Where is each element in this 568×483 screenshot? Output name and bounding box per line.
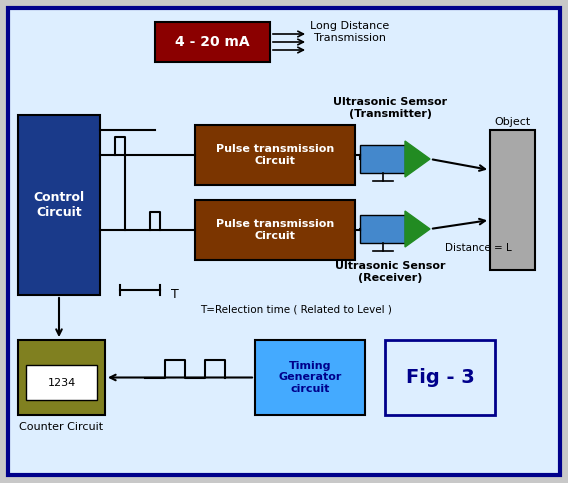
Text: Ultrasonic Semsor
(Transmitter): Ultrasonic Semsor (Transmitter) [333, 97, 447, 119]
Text: Pulse transmission
Circuit: Pulse transmission Circuit [216, 219, 334, 241]
Bar [255, 340, 365, 415]
Text: Counter Circuit: Counter Circuit [19, 422, 103, 432]
Text: 4 - 20 mA: 4 - 20 mA [175, 35, 250, 49]
Text: T=Relection time ( Related to Level ): T=Relection time ( Related to Level ) [200, 305, 392, 315]
Bar [490, 130, 535, 270]
Text: Pulse transmission
Circuit: Pulse transmission Circuit [216, 144, 334, 166]
Text: Fig - 3: Fig - 3 [406, 368, 474, 387]
Bar [385, 340, 495, 415]
Bar [360, 145, 405, 173]
Bar [26, 365, 97, 400]
Bar [195, 200, 355, 260]
Bar [155, 22, 270, 62]
Text: Object: Object [494, 117, 531, 127]
Text: Control
Circuit: Control Circuit [34, 191, 85, 219]
Text: Distance = L: Distance = L [445, 243, 512, 253]
Bar [18, 340, 105, 415]
Polygon shape [405, 211, 430, 247]
Polygon shape [405, 141, 430, 177]
Text: Timing
Generator
circuit: Timing Generator circuit [278, 361, 342, 394]
Text: Long Distance
Transmission: Long Distance Transmission [310, 21, 389, 43]
Text: T: T [171, 288, 179, 301]
Text: Ultrasonic Sensor
(Receiver): Ultrasonic Sensor (Receiver) [335, 261, 445, 283]
Bar [18, 115, 100, 295]
Text: 1234: 1234 [47, 378, 76, 387]
Bar [195, 125, 355, 185]
Bar [360, 215, 405, 243]
